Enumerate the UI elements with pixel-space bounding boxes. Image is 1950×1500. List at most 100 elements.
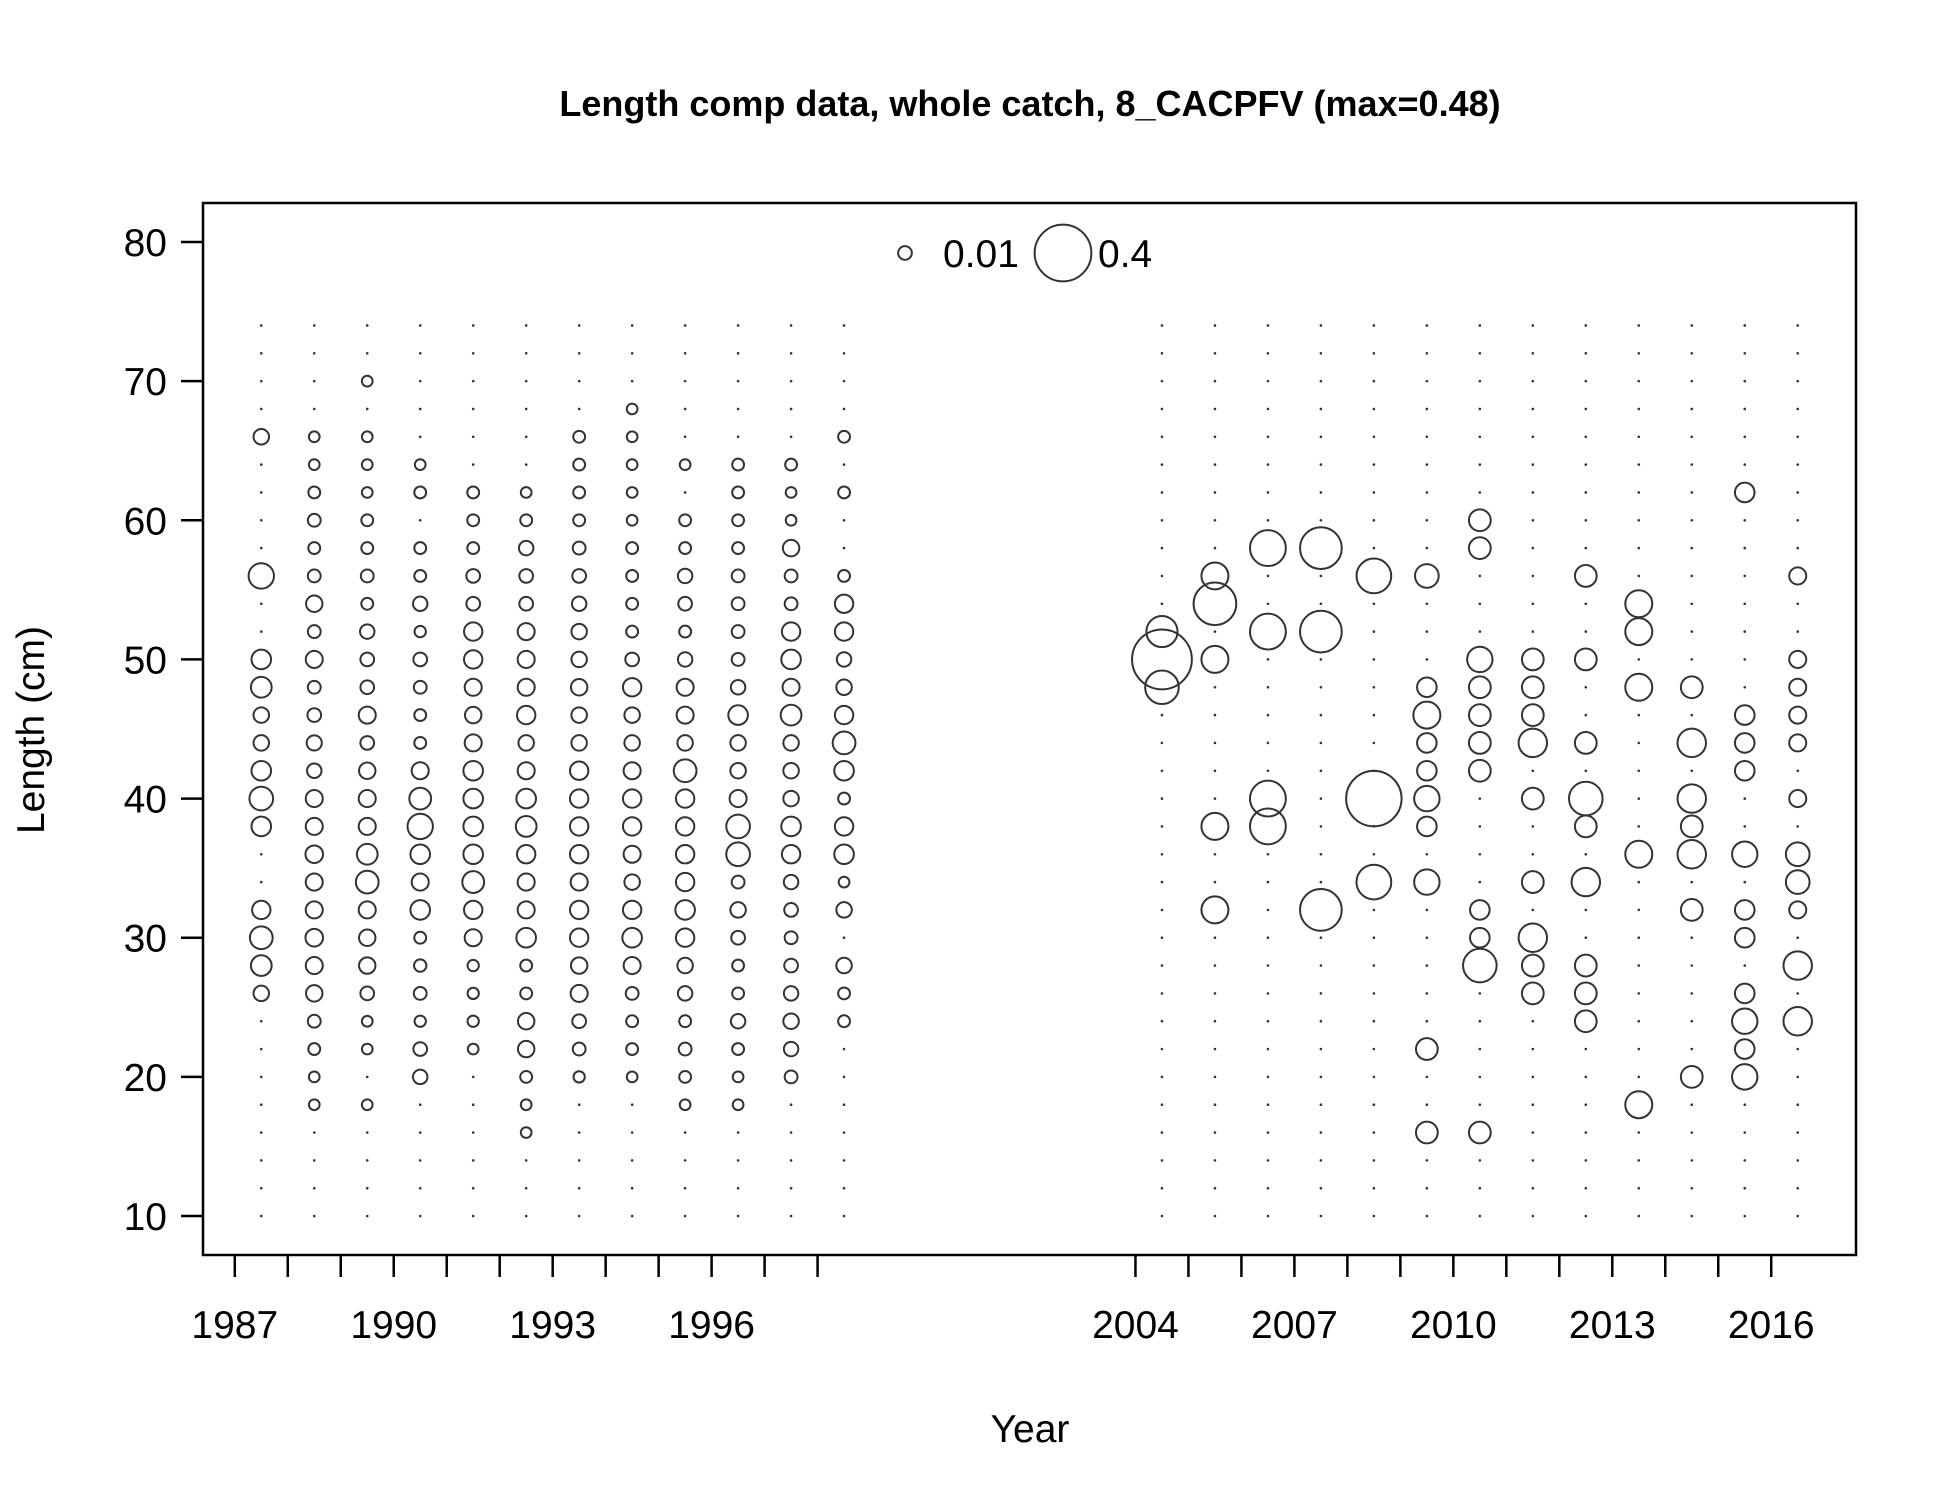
zero-point [1160, 1186, 1164, 1190]
data-bubble [1467, 508, 1492, 533]
data-bubble [410, 761, 430, 781]
zero-point [1478, 1159, 1482, 1162]
zero-point [1637, 769, 1641, 773]
data-bubble [360, 596, 375, 611]
x-tick-label: 2016 [1728, 1304, 1815, 1347]
data-bubble [466, 958, 480, 973]
data-bubble [1573, 564, 1598, 588]
zero-point [1478, 825, 1482, 828]
zero-point [736, 1214, 740, 1218]
zero-point [1637, 658, 1641, 661]
zero-point [1584, 463, 1588, 466]
zero-point [1690, 880, 1694, 884]
zero-point [1584, 491, 1588, 494]
zero-point [365, 1214, 369, 1218]
zero-point [1584, 1214, 1588, 1218]
zero-point [1531, 574, 1535, 578]
zero-point [1690, 769, 1694, 773]
zero-point [1213, 463, 1217, 466]
zero-point [1743, 324, 1747, 327]
data-bubble [676, 567, 694, 585]
zero-point [1425, 491, 1429, 494]
data-bubble [1782, 1005, 1813, 1037]
zero-point [1690, 379, 1694, 383]
data-bubble [729, 734, 747, 752]
zero-point [1319, 658, 1323, 661]
zero-point [1796, 1186, 1800, 1190]
data-bubble [304, 956, 324, 976]
data-bubble [677, 595, 693, 612]
data-bubble [1733, 1038, 1756, 1060]
zero-point [1160, 797, 1164, 800]
data-bubble [466, 541, 481, 556]
data-bubble [1200, 561, 1230, 591]
zero-point [312, 407, 316, 411]
data-bubble [725, 813, 751, 840]
zero-point [1637, 1047, 1641, 1051]
data-bubble [307, 430, 321, 444]
zero-point [1690, 435, 1694, 439]
zero-point [1637, 491, 1641, 494]
data-bubble [623, 706, 641, 724]
data-bubble [622, 761, 642, 781]
zero-point [1796, 825, 1800, 828]
zero-point [1584, 324, 1588, 327]
zero-point [1160, 992, 1164, 995]
data-bubble [781, 677, 801, 697]
zero-point [1531, 1047, 1535, 1051]
zero-point [630, 1103, 634, 1107]
zero-point [418, 407, 422, 411]
zero-point [1531, 1131, 1535, 1134]
y-tick-label: 20 [124, 1057, 167, 1100]
zero-point [1743, 880, 1747, 884]
data-bubble [570, 595, 588, 612]
zero-point [1637, 741, 1641, 745]
x-tick-label: 2010 [1410, 1304, 1497, 1347]
data-bubble [357, 705, 377, 725]
data-bubble [463, 928, 483, 948]
zero-point [577, 351, 581, 355]
zero-point [842, 1186, 846, 1190]
zero-point [1743, 1131, 1747, 1134]
data-bubble [782, 734, 800, 752]
zero-point [1743, 1103, 1747, 1107]
zero-point [1690, 1186, 1694, 1190]
data-bubble [783, 1069, 799, 1085]
zero-point [1478, 1047, 1482, 1051]
zero-point [1796, 1075, 1800, 1079]
zero-point [1531, 379, 1535, 383]
zero-point [1425, 546, 1429, 550]
data-bubble [1679, 814, 1704, 839]
data-bubble [570, 650, 588, 669]
data-bubble [306, 568, 322, 584]
zero-point [259, 1047, 263, 1051]
data-bubble [781, 538, 801, 558]
zero-point [1690, 574, 1694, 578]
data-bubble [1573, 731, 1598, 755]
x-tick-label: 1993 [509, 1304, 596, 1347]
zero-point [1319, 407, 1323, 411]
zero-point [1319, 324, 1323, 327]
data-bubble [1299, 888, 1343, 932]
data-bubble [1733, 732, 1756, 754]
data-bubble [462, 787, 485, 810]
zero-point [683, 1131, 687, 1134]
data-bubble [1731, 1007, 1759, 1035]
zero-point [1796, 1131, 1800, 1134]
data-bubble [1676, 839, 1707, 870]
zero-point [1796, 546, 1800, 550]
zero-point [471, 1159, 475, 1162]
zero-point [1796, 351, 1800, 355]
zero-point [1690, 546, 1694, 550]
data-bubble [465, 568, 482, 584]
zero-point [577, 1103, 581, 1107]
zero-point [1319, 741, 1323, 745]
zero-point [1160, 852, 1164, 856]
zero-point [1637, 908, 1641, 912]
data-bubble [729, 901, 747, 919]
zero-point [259, 407, 263, 411]
zero-point [1584, 630, 1588, 633]
zero-point [1478, 630, 1482, 633]
x-axis-title: Year [991, 1408, 1070, 1451]
zero-point [1796, 463, 1800, 466]
